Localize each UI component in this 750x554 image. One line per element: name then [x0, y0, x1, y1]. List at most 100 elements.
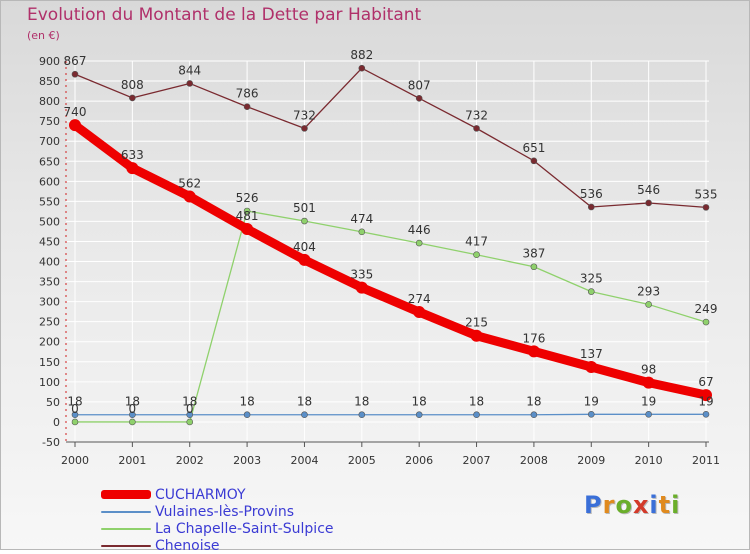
data-point [416, 412, 422, 418]
data-label: 19 [584, 394, 599, 408]
data-point [585, 361, 597, 373]
data-label: 501 [293, 201, 316, 215]
data-label: 807 [408, 78, 431, 92]
data-point [69, 119, 81, 131]
data-point [359, 229, 365, 235]
data-label: 18 [297, 395, 312, 409]
logo-letter: P [584, 491, 603, 519]
y-tick-label: 500 [39, 215, 60, 228]
data-point [703, 411, 709, 417]
x-tick-label: 2011 [692, 454, 720, 467]
legend-label: La Chapelle-Saint-Sulpice [155, 521, 334, 537]
data-point [528, 345, 540, 357]
data-point [356, 282, 368, 294]
data-label: 137 [580, 347, 603, 361]
data-point [474, 412, 480, 418]
logo-letter: i [649, 491, 658, 519]
legend-item: CUCHARMOY [101, 486, 334, 503]
data-point [646, 200, 652, 206]
data-point [703, 319, 709, 325]
data-label: 325 [580, 272, 603, 286]
legend-swatch [101, 528, 151, 530]
data-point [703, 204, 709, 210]
legend-item: La Chapelle-Saint-Sulpice [101, 520, 334, 537]
data-label: 732 [465, 108, 488, 122]
x-tick-label: 2003 [233, 454, 261, 467]
data-label: 844 [178, 63, 201, 77]
logo-letter: r [603, 491, 616, 519]
proxiti-logo: Proxiti [584, 491, 680, 519]
data-label: 867 [64, 54, 87, 68]
y-tick-label: 0 [53, 416, 60, 429]
data-label: 19 [641, 394, 656, 408]
data-label: 18 [526, 395, 541, 409]
data-point [588, 411, 594, 417]
y-tick-label: 850 [39, 75, 60, 88]
data-point [531, 264, 537, 270]
data-point [646, 411, 652, 417]
data-point [588, 204, 594, 210]
data-label: 535 [695, 187, 718, 201]
legend-item: Chenoise [101, 537, 334, 554]
data-label: 536 [580, 187, 603, 201]
y-tick-label: 650 [39, 155, 60, 168]
data-label: 882 [350, 48, 373, 62]
y-tick-label: 100 [39, 376, 60, 389]
y-tick-label: 750 [39, 115, 60, 128]
x-tick-label: 2005 [348, 454, 376, 467]
data-label: 98 [641, 363, 656, 377]
data-label: 335 [350, 268, 373, 282]
data-point [72, 71, 78, 77]
data-label: 274 [408, 292, 431, 306]
x-tick-label: 2008 [520, 454, 548, 467]
data-point [298, 254, 310, 266]
data-point [126, 162, 138, 174]
series-line [75, 211, 706, 422]
data-point [359, 412, 365, 418]
y-tick-label: 300 [39, 296, 60, 309]
legend-label: CUCHARMOY [155, 487, 246, 503]
data-label: 474 [350, 212, 373, 226]
data-label: 633 [121, 148, 144, 162]
x-tick-label: 2007 [463, 454, 491, 467]
legend-swatch [101, 545, 151, 547]
logo-letter: i [671, 491, 680, 519]
data-point [474, 125, 480, 131]
plot-area [66, 61, 709, 442]
data-point [244, 104, 250, 110]
data-label: 18 [354, 395, 369, 409]
data-point [241, 223, 253, 235]
y-tick-label: 450 [39, 235, 60, 248]
data-point [643, 377, 655, 389]
data-point [531, 158, 537, 164]
y-tick-label: 550 [39, 195, 60, 208]
data-label: 526 [236, 191, 259, 205]
x-tick-label: 2001 [118, 454, 146, 467]
data-label: 562 [178, 177, 201, 191]
data-point [244, 412, 250, 418]
data-label: 481 [236, 209, 259, 223]
data-label: 0 [71, 402, 79, 416]
data-label: 249 [695, 302, 718, 316]
x-tick-label: 2000 [61, 454, 89, 467]
data-label: 446 [408, 223, 431, 237]
data-label: 0 [186, 402, 194, 416]
x-tick-label: 2009 [577, 454, 605, 467]
y-tick-label: 150 [39, 356, 60, 369]
y-tick-label: 400 [39, 256, 60, 269]
data-point [416, 95, 422, 101]
legend-label: Chenoise [155, 538, 220, 554]
series-2 [72, 208, 709, 425]
logo-letter: t [659, 491, 671, 519]
data-label: 417 [465, 235, 488, 249]
y-tick-label: 700 [39, 135, 60, 148]
data-label: 18 [239, 395, 254, 409]
y-tick-label: 200 [39, 336, 60, 349]
data-point [531, 412, 537, 418]
data-point [359, 65, 365, 71]
data-label: 215 [465, 316, 488, 330]
y-tick-label: 350 [39, 276, 60, 289]
y-tick-label: 250 [39, 316, 60, 329]
